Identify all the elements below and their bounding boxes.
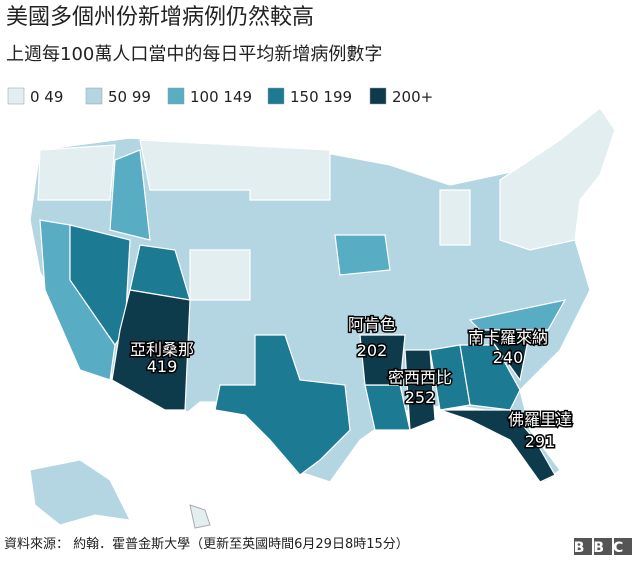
region-colorado <box>189 249 251 301</box>
logo-box <box>594 538 612 555</box>
legend-swatch <box>167 87 185 105</box>
state-hawaii <box>189 504 211 529</box>
legend: 0 49 50 99 100 149 150 199 200+ <box>7 87 433 106</box>
subtitle: 上週每100萬人口當中的每日平均新增病例數字 <box>6 44 382 65</box>
bbc-logo: BBC <box>574 540 633 556</box>
state-shape <box>439 409 556 483</box>
state-value: 291 <box>525 432 556 451</box>
logo-box <box>574 538 592 555</box>
legend-label: 100 149 <box>190 88 252 106</box>
legend-swatch <box>267 87 285 105</box>
state-name: 佛羅里達 <box>508 410 572 429</box>
state-iowa <box>334 234 391 276</box>
state-value: 252 <box>405 388 436 407</box>
state-name: 阿肯色 <box>348 315 396 334</box>
state-texas <box>214 334 351 476</box>
state-shape <box>404 349 436 431</box>
legend-label: 50 99 <box>108 88 151 106</box>
state-shape <box>478 329 531 382</box>
state-name: 密西西比 <box>388 368 452 387</box>
legend-label: 150 199 <box>290 88 352 106</box>
state-value: 419 <box>147 357 178 376</box>
legend-swatch <box>85 87 103 105</box>
state-name: 南卡羅來納 <box>468 328 548 347</box>
state-value: 202 <box>357 341 388 360</box>
source: 資料來源： 約翰．霍普金斯大學（更新至英國時間6月29日8時15分） <box>4 536 409 552</box>
logo-box <box>614 538 632 555</box>
state-alaska <box>29 459 131 526</box>
legend-label: 200+ <box>392 88 433 106</box>
title: 美國多個州份新增病例仍然較高 <box>6 5 314 30</box>
state-name: 亞利桑那 <box>130 340 194 359</box>
state-idaho <box>109 149 151 241</box>
region-northeast <box>499 107 616 251</box>
region-michigan <box>439 189 471 246</box>
legend-swatch <box>7 87 25 105</box>
state-shape <box>359 334 406 386</box>
state-georgia <box>459 344 521 411</box>
state-north-carolina <box>468 299 567 331</box>
region-north <box>139 139 331 201</box>
legend-label: 0 49 <box>30 88 63 106</box>
region-northwest <box>37 144 116 201</box>
state-value: 240 <box>493 348 524 367</box>
state-shape <box>111 289 191 411</box>
legend-swatch <box>369 87 387 105</box>
